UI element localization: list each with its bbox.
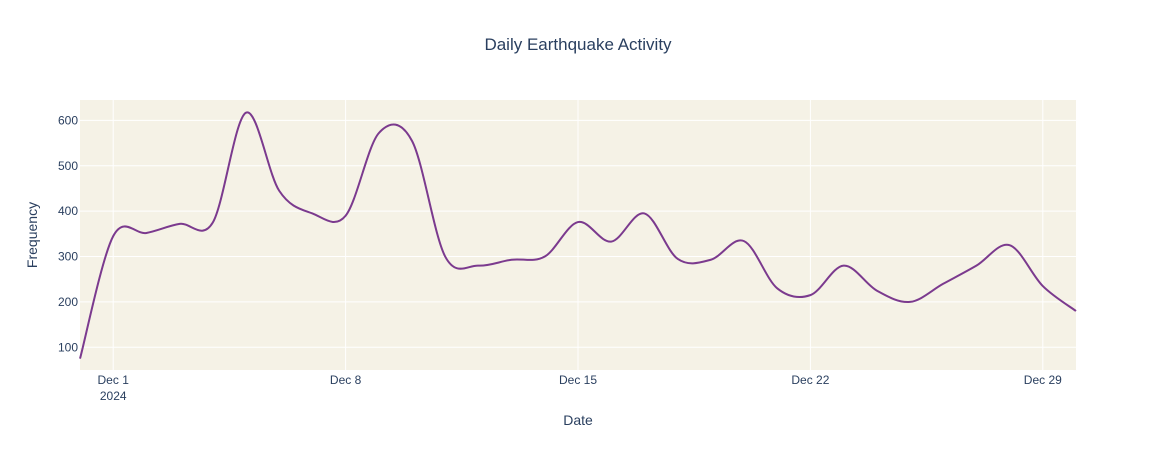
y-tick-label: 300 xyxy=(58,250,78,264)
y-axis-title: Frequency xyxy=(24,202,40,268)
x-axis-title: Date xyxy=(563,412,593,428)
gridlines xyxy=(80,100,1076,370)
series-layer xyxy=(79,111,1077,359)
x-year-label: 2024 xyxy=(100,389,127,403)
x-tick-label: Dec 29 xyxy=(1024,373,1062,387)
y-tick-label: 100 xyxy=(58,340,78,354)
x-axis-ticks: Dec 1 Dec 8 Dec 15 Dec 22 Dec 29 2024 xyxy=(98,373,1063,403)
x-tick-label: Dec 8 xyxy=(330,373,362,387)
y-tick-label: 400 xyxy=(58,204,78,218)
x-tick-label: Dec 22 xyxy=(791,373,829,387)
x-tick-label: Dec 15 xyxy=(559,373,597,387)
y-tick-label: 200 xyxy=(58,295,78,309)
chart-title: Daily Earthquake Activity xyxy=(484,35,672,54)
y-axis-ticks: 100 200 300 400 500 600 xyxy=(58,113,78,354)
y-tick-label: 600 xyxy=(58,113,78,127)
x-tick-label: Dec 1 xyxy=(98,373,130,387)
y-tick-label: 500 xyxy=(58,159,78,173)
series-line xyxy=(79,111,1077,359)
